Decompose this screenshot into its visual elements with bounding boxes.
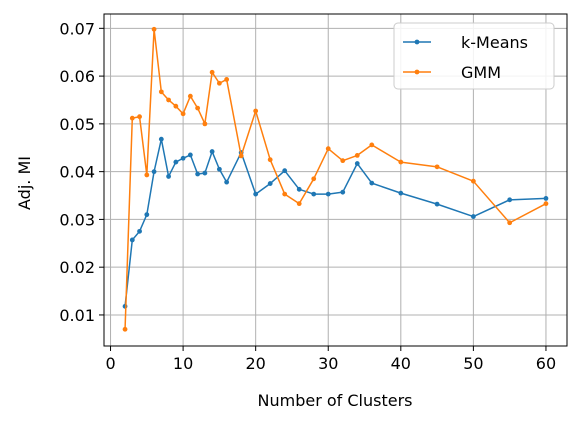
data-point: [470, 214, 476, 219]
data-point: [166, 174, 171, 179]
x-axis-label: Number of Clusters: [258, 391, 413, 410]
data-point: [209, 69, 215, 75]
data-point: [151, 169, 157, 175]
data-point: [434, 201, 440, 207]
y-tick-label: 0.01: [59, 306, 95, 325]
data-point: [543, 195, 549, 201]
data-point: [166, 97, 171, 103]
data-point: [340, 158, 346, 164]
data-point: [398, 159, 404, 165]
legend-box: [393, 22, 555, 90]
data-point: [238, 153, 244, 159]
axes: 0 10 20 30 40 50 60 0.01 0.02 0.03 0.04 0.05 0.06 0.0…: [59, 13, 568, 373]
data-point: [158, 136, 164, 142]
data-point: [311, 176, 317, 182]
data-point: [253, 191, 259, 197]
data-point: [129, 237, 135, 243]
series-line-1: [124, 138, 546, 307]
data-point: [195, 171, 201, 177]
data-point: [253, 108, 259, 114]
data-point: [282, 168, 288, 174]
data-point: [195, 105, 201, 111]
x-tick-label: 20: [245, 354, 265, 373]
data-point: [187, 93, 193, 99]
data-point: [202, 170, 208, 176]
data-point: [216, 80, 222, 86]
data-point: [507, 220, 513, 226]
y-tick-label: 0.02: [59, 258, 95, 277]
data-point: [180, 155, 186, 161]
data-point: [151, 26, 157, 32]
y-tick-label: 0.03: [59, 210, 95, 229]
data-point: [296, 201, 302, 207]
series-line-2: [124, 28, 547, 330]
data-point: [398, 190, 404, 196]
data-point: [354, 152, 360, 158]
y-tick-label: 0.06: [59, 67, 95, 86]
data-point: [434, 164, 440, 170]
legend-swatch-marker: [414, 39, 420, 45]
data-point: [173, 103, 179, 109]
data-point: [137, 228, 142, 234]
data-point: [296, 186, 302, 192]
data-point: [158, 89, 164, 95]
x-tick-label: 30: [318, 354, 338, 373]
data-point: [369, 142, 375, 148]
data-point: [180, 111, 186, 117]
legend-label: k-Means: [461, 33, 528, 52]
legend: k-Means GMM: [393, 22, 555, 90]
data-point: [340, 189, 346, 195]
data-point: [224, 179, 230, 185]
series-layer: [122, 26, 549, 332]
x-tick-label: 60: [536, 354, 556, 373]
data-point: [144, 172, 150, 178]
legend-swatch-marker: [414, 69, 420, 75]
data-point: [267, 181, 273, 186]
data-point: [369, 180, 375, 186]
data-point: [354, 161, 360, 166]
x-tick-label: 40: [391, 354, 411, 373]
data-point: [202, 121, 208, 127]
data-point: [470, 178, 476, 184]
data-point: [325, 146, 331, 152]
data-point: [224, 77, 230, 82]
x-tick-label: 0: [105, 354, 115, 373]
data-point: [129, 115, 135, 121]
y-axis-label: Adj. MI: [15, 156, 34, 210]
data-point: [209, 149, 215, 154]
data-point: [137, 114, 142, 120]
data-point: [173, 159, 179, 165]
y-tick-label: 0.05: [59, 115, 95, 134]
data-point: [282, 191, 288, 197]
x-tick-label: 10: [173, 354, 193, 373]
y-tick-label: 0.07: [59, 19, 95, 38]
data-point: [311, 191, 317, 197]
data-point: [216, 166, 222, 172]
data-point: [144, 212, 150, 218]
x-tick-label: 50: [463, 354, 483, 373]
data-point: [325, 191, 331, 197]
data-point: [267, 157, 273, 163]
data-point: [187, 152, 193, 158]
legend-label: GMM: [461, 63, 501, 82]
y-tick-label: 0.04: [59, 163, 95, 182]
data-point: [507, 197, 513, 203]
data-point: [122, 326, 128, 332]
plot-frame: [103, 13, 568, 347]
data-point: [543, 201, 549, 207]
